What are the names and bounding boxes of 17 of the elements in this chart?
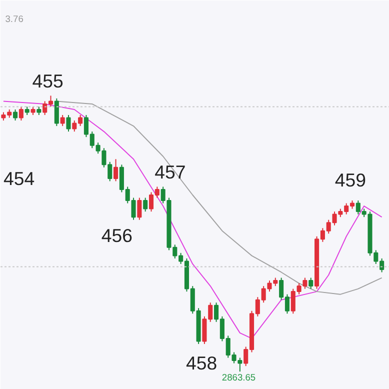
candlestick [54,98,59,127]
annotation: 454 [3,168,35,189]
text: 3.76 [5,14,24,24]
candlestick [137,197,142,220]
candlestick [143,197,148,212]
text: 2863.65 [222,372,256,383]
annotation: 456 [101,225,133,246]
annotation: 458 [186,352,218,374]
candlestick [18,106,24,122]
annotation: 457 [154,162,186,183]
candlestick [13,108,18,122]
candlestick [60,114,65,127]
candlestick [66,114,71,132]
text: 455 [32,70,64,92]
annotation: 459 [334,170,366,191]
candlestick [114,158,118,182]
candlestick [308,277,314,290]
